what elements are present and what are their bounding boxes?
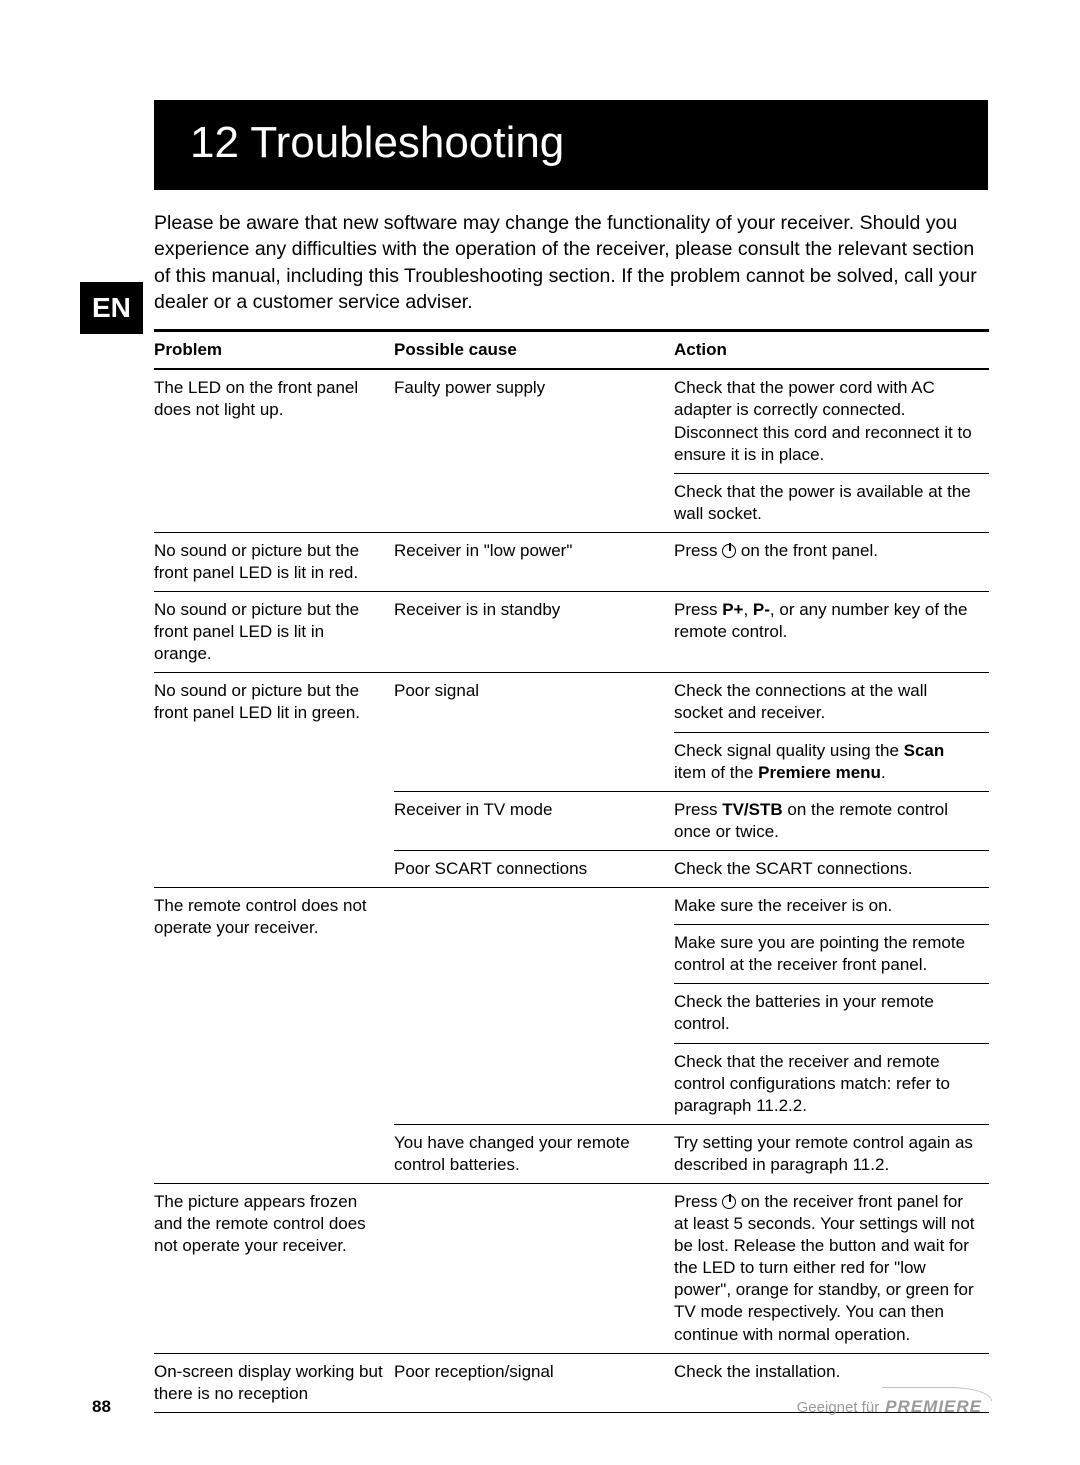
table-row: No sound or picture but the front panel … [154, 673, 989, 732]
cell-cause: Poor SCART connections [394, 850, 674, 887]
cell-problem: The LED on the front panel does not ligh… [154, 369, 394, 532]
cell-action: Press on the front panel. [674, 532, 989, 591]
cell-action: Press TV/STB on the remote control once … [674, 791, 989, 850]
text: . [881, 763, 886, 782]
text: Press [674, 541, 722, 560]
chapter-title: 12 Troubleshooting [154, 100, 988, 190]
bold-text: Scan [904, 741, 945, 760]
cell-problem: The remote control does not operate your… [154, 888, 394, 1184]
text: Press [674, 1192, 722, 1211]
cell-action: Make sure you are pointing the remote co… [674, 925, 989, 984]
cell-cause: You have changed your remote control bat… [394, 1124, 674, 1183]
cell-action: Check that the power is available at the… [674, 473, 989, 532]
intro-paragraph: Please be aware that new software may ch… [154, 210, 988, 315]
text: Press [674, 600, 722, 619]
cell-action: Check signal quality using the Scan item… [674, 732, 989, 791]
bold-text: Premiere menu [758, 763, 881, 782]
cell-action: Make sure the receiver is on. [674, 888, 989, 925]
cell-action: Press on the receiver front panel for at… [674, 1183, 989, 1353]
text: , [743, 600, 752, 619]
bold-text: P- [753, 600, 770, 619]
bold-text: P+ [722, 600, 743, 619]
cell-action: Try setting your remote control again as… [674, 1124, 989, 1183]
page-number: 88 [92, 1397, 111, 1417]
page-footer: 88 Geeignet für PREMIERE [92, 1397, 988, 1417]
header-action: Action [674, 331, 989, 370]
header-problem: Problem [154, 331, 394, 370]
cell-cause: Faulty power supply [394, 369, 674, 532]
cell-action: Check the batteries in your remote contr… [674, 984, 989, 1043]
power-icon [722, 1195, 736, 1209]
manual-page: 12 Troubleshooting EN Please be aware th… [0, 0, 1080, 1465]
cell-cause: Receiver in TV mode [394, 791, 674, 850]
cell-cause: Receiver in "low power" [394, 532, 674, 591]
cell-problem: The picture appears frozen and the remot… [154, 1183, 394, 1353]
cell-problem: No sound or picture but the front panel … [154, 592, 394, 673]
cell-action: Check the SCART connections. [674, 850, 989, 887]
cell-action: Check that the receiver and remote contr… [674, 1043, 989, 1124]
cell-problem: No sound or picture but the front panel … [154, 673, 394, 888]
text: Press [674, 800, 722, 819]
language-tab: EN [80, 282, 143, 334]
table-row: No sound or picture but the front panel … [154, 532, 989, 591]
footer-text: Geeignet für [797, 1399, 880, 1416]
text: Check signal quality using the [674, 741, 904, 760]
troubleshooting-table: Problem Possible cause Action The LED on… [154, 329, 989, 1413]
cell-action: Check the connections at the wall socket… [674, 673, 989, 732]
cell-cause: Receiver is in standby [394, 592, 674, 673]
table-row: The remote control does not operate your… [154, 888, 989, 925]
cell-cause [394, 1183, 674, 1353]
table-header-row: Problem Possible cause Action [154, 331, 989, 370]
power-icon [722, 544, 736, 558]
table-row: No sound or picture but the front panel … [154, 592, 989, 673]
text: on the receiver front panel for at least… [674, 1192, 975, 1344]
cell-cause: Poor signal [394, 673, 674, 791]
table-row: The picture appears frozen and the remot… [154, 1183, 989, 1353]
cell-action: Press P+, P-, or any number key of the r… [674, 592, 989, 673]
cell-problem: No sound or picture but the front panel … [154, 532, 394, 591]
cell-action: Check that the power cord with AC adapte… [674, 369, 989, 473]
cell-cause [394, 888, 674, 1125]
bold-text: TV/STB [722, 800, 782, 819]
text: on the front panel. [736, 541, 878, 560]
header-cause: Possible cause [394, 331, 674, 370]
premiere-arc-icon [882, 1387, 992, 1401]
text: item of the [674, 763, 758, 782]
table-row: The LED on the front panel does not ligh… [154, 369, 989, 473]
